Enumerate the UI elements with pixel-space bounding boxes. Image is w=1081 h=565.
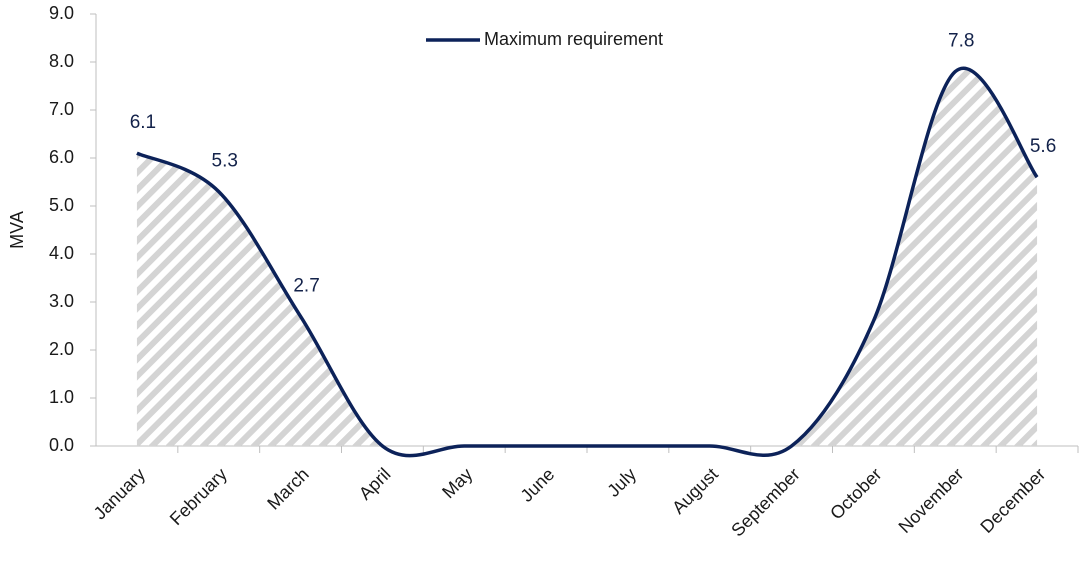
y-tick-label: 5.0 <box>49 195 74 215</box>
y-tick-label: 0.0 <box>49 435 74 455</box>
x-tick-label: December <box>976 464 1049 537</box>
x-tick-label: February <box>166 464 231 529</box>
x-tick-label: July <box>603 464 640 501</box>
y-tick-label: 2.0 <box>49 339 74 359</box>
y-tick-label: 9.0 <box>49 3 74 23</box>
x-tick-label: January <box>90 464 149 523</box>
x-tick-label: November <box>895 464 968 537</box>
x-tick-label: June <box>517 464 559 506</box>
x-tick-label: August <box>668 464 722 518</box>
y-tick-label: 8.0 <box>49 51 74 71</box>
data-label: 2.7 <box>293 275 319 296</box>
x-tick-label: October <box>826 464 885 523</box>
x-tick-label: March <box>263 464 313 514</box>
y-tick-label: 1.0 <box>49 387 74 407</box>
data-label: 7.8 <box>948 31 974 52</box>
x-tick-label: May <box>438 464 476 502</box>
legend-label: Maximum requirement <box>484 29 663 49</box>
y-tick-label: 6.0 <box>49 147 74 167</box>
data-label: 6.1 <box>130 112 156 133</box>
data-label: 5.6 <box>1030 136 1056 157</box>
x-tick-label: April <box>355 464 395 504</box>
area <box>136 68 1038 446</box>
y-tick-label: 4.0 <box>49 243 74 263</box>
y-tick-label: 7.0 <box>49 99 74 119</box>
x-tick-label: September <box>727 464 803 540</box>
line <box>136 66 1039 458</box>
y-axis-label: MVA <box>7 211 27 249</box>
y-tick-label: 3.0 <box>49 291 74 311</box>
area-group <box>136 68 1038 446</box>
data-label: 5.3 <box>212 151 238 172</box>
